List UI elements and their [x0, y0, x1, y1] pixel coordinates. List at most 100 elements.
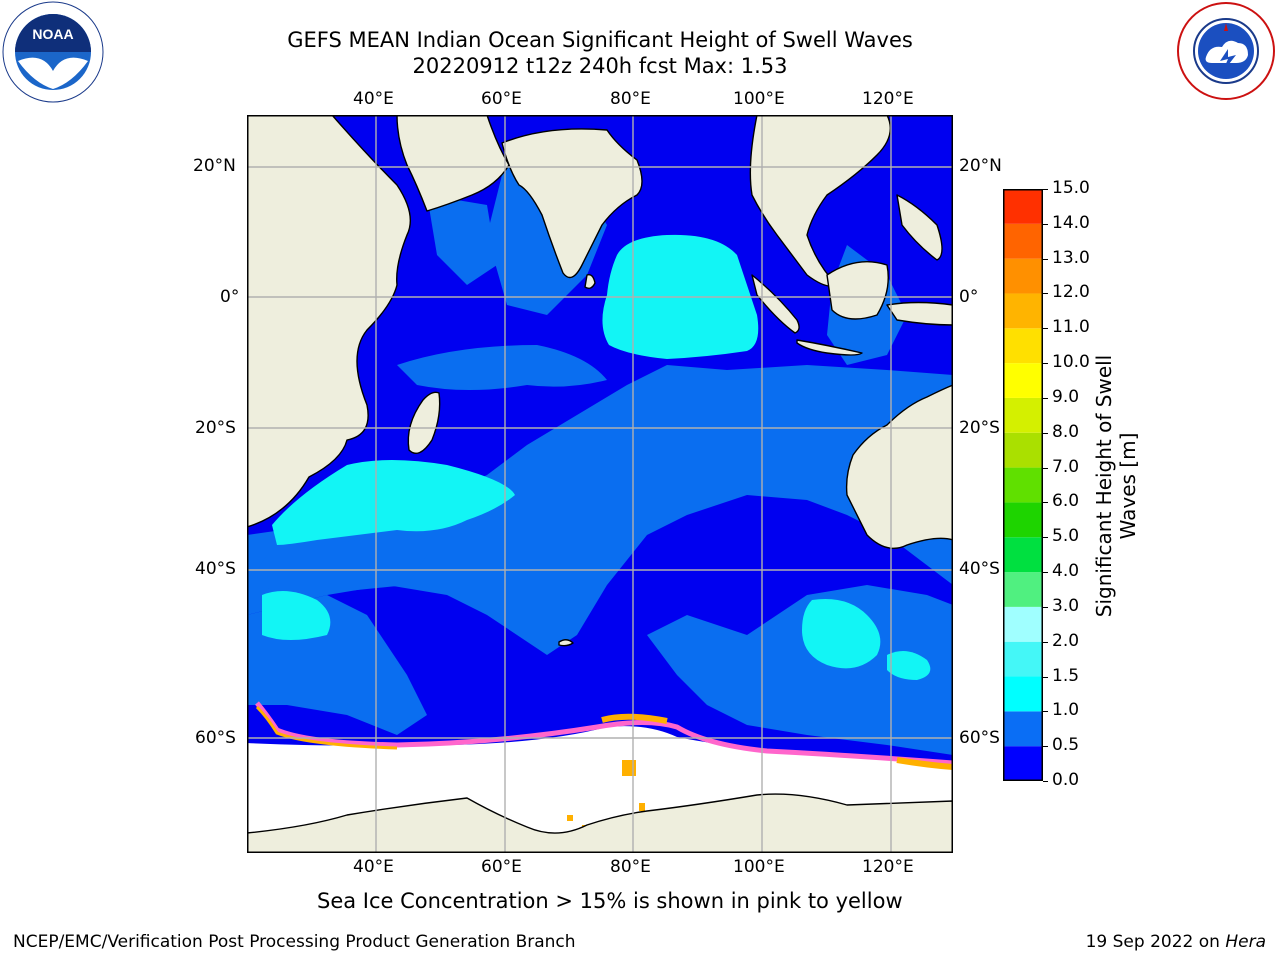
colorbar-tick-label: 5.0	[1052, 526, 1080, 547]
colorbar-tick-mark	[1043, 606, 1048, 608]
colorbar-tick-label: 3.0	[1052, 595, 1080, 616]
lon-tick-bottom-80e: 80°E	[610, 857, 651, 877]
land-masses	[247, 115, 953, 853]
colorbar-tick-mark	[1043, 676, 1048, 678]
australia	[845, 384, 953, 549]
noaa-logo: NOAA	[2, 1, 104, 103]
lon-tick-top-120e: 120°E	[862, 89, 914, 109]
lat-tick-right-20s: 20°S	[959, 418, 1000, 438]
borneo	[826, 260, 889, 320]
ice-edge-orange-east	[896, 757, 953, 770]
colorbar	[1003, 189, 1043, 781]
colorbar-tick-label: 6.0	[1052, 491, 1080, 512]
lat-tick-left-0: 0°	[220, 287, 240, 307]
colorbar-tick-label: 12.0	[1052, 282, 1090, 303]
colorbar-tick-label: 2.0	[1052, 630, 1080, 651]
colorbar-segment	[1003, 258, 1043, 294]
colorbar-tick-label: 11.0	[1052, 317, 1090, 338]
colorbar-tick-mark	[1043, 432, 1048, 434]
swell-height-map	[247, 115, 953, 853]
madagascar	[407, 391, 441, 454]
java	[796, 339, 863, 356]
colorbar-tick-label: 4.0	[1052, 561, 1080, 582]
chart-subtitle: 20220912 t12z 240h fcst Max: 1.53	[412, 54, 788, 78]
ice-edge-orange-central	[601, 713, 668, 724]
colorbar-tick-mark	[1043, 502, 1048, 504]
colorbar-segment	[1003, 467, 1043, 503]
lat-tick-left-20n: 20°N	[193, 156, 236, 176]
lon-tick-top-60e: 60°E	[481, 89, 522, 109]
lat-tick-right-60s: 60°S	[959, 728, 1000, 748]
colorbar-tick-label: 13.0	[1052, 247, 1090, 268]
colorbar-tick-mark	[1043, 293, 1048, 295]
colorbar-title-line1: Significant Height of Swell	[1092, 354, 1116, 618]
graticule	[247, 115, 953, 853]
colorbar-segment	[1003, 432, 1043, 468]
colorbar-tick-mark	[1043, 223, 1048, 225]
colorbar-tick-mark	[1043, 781, 1048, 782]
colorbar-tick-mark	[1043, 189, 1048, 190]
colorbar-segment	[1003, 363, 1043, 398]
lon-tick-bottom-100e: 100°E	[733, 857, 785, 877]
colorbar-tick-mark	[1043, 328, 1048, 330]
colorbar-segment	[1003, 502, 1043, 538]
colorbar-tick-mark	[1043, 537, 1048, 539]
colorbar-segment	[1003, 572, 1043, 607]
africa	[247, 115, 411, 528]
colorbar-segment	[1003, 223, 1043, 259]
colorbar-tick-mark	[1043, 572, 1048, 574]
footer-date: 19 Sep 2022 on Hera	[1086, 932, 1266, 952]
lat-tick-right-40s: 40°S	[959, 559, 1000, 579]
colorbar-segment	[1003, 293, 1043, 329]
lon-tick-top-40e: 40°E	[353, 89, 394, 109]
colorbar-tick-label: 0.0	[1052, 770, 1080, 790]
colorbar-segment	[1003, 711, 1043, 747]
colorbar-segment	[1003, 606, 1043, 642]
colorbar-segment	[1003, 537, 1043, 573]
sulawesi	[886, 301, 953, 326]
colorbar-tick-label: 15.0	[1052, 178, 1090, 198]
lat-tick-left-60s: 60°S	[195, 728, 236, 748]
lat-tick-left-20s: 20°S	[195, 418, 236, 438]
colorbar-segment	[1003, 641, 1043, 677]
sri-lanka	[584, 273, 596, 290]
colorbar-tick-label: 1.5	[1052, 665, 1080, 686]
lat-tick-left-40s: 40°S	[195, 559, 236, 579]
footer-credit: NCEP/EMC/Verification Post Processing Pr…	[13, 932, 576, 952]
colorbar-segment	[1003, 397, 1043, 433]
colorbar-tick-label: 0.5	[1052, 735, 1080, 756]
colorbar-tick-mark	[1043, 258, 1048, 260]
footer-date-text: 19 Sep 2022 on	[1085, 932, 1226, 952]
colorbar-tick-mark	[1043, 746, 1048, 748]
nws-logo	[1177, 2, 1275, 100]
colorbar-tick-label: 14.0	[1052, 212, 1090, 233]
colorbar-tick-label: 9.0	[1052, 386, 1080, 407]
colorbar-tick-label: 1.0	[1052, 700, 1080, 721]
colorbar-tick-label: 7.0	[1052, 456, 1080, 477]
colorbar-tick-label: 8.0	[1052, 421, 1080, 442]
lat-tick-right-20n: 20°N	[959, 156, 1002, 176]
lon-tick-bottom-120e: 120°E	[862, 857, 914, 877]
ice-edge-pink	[255, 701, 953, 766]
chart-title: GEFS MEAN Indian Ocean Significant Heigh…	[287, 28, 913, 52]
ice-edge-orange-west	[255, 705, 398, 750]
colorbar-segment	[1003, 676, 1043, 712]
noaa-text: NOAA	[32, 26, 73, 42]
colorbar-tick-mark	[1043, 641, 1048, 643]
lon-tick-top-100e: 100°E	[733, 89, 785, 109]
india	[501, 128, 643, 279]
colorbar-tick-mark	[1043, 397, 1048, 399]
lon-tick-top-80e: 80°E	[610, 89, 651, 109]
kerguelen	[558, 639, 574, 647]
colorbar-tick-mark	[1043, 363, 1048, 365]
map-frame	[247, 115, 953, 853]
colorbar-segment	[1003, 328, 1043, 364]
philippines	[896, 194, 943, 261]
lat-tick-right-0: 0°	[959, 287, 979, 307]
sea-ice-note: Sea Ice Concentration > 15% is shown in …	[317, 889, 903, 913]
lon-tick-bottom-60e: 60°E	[481, 857, 522, 877]
colorbar-tick-label: 10.0	[1052, 352, 1090, 373]
colorbar-title-line2: Waves [m]	[1116, 432, 1140, 540]
lon-tick-bottom-40e: 40°E	[353, 857, 394, 877]
colorbar-tick-mark	[1043, 467, 1048, 469]
